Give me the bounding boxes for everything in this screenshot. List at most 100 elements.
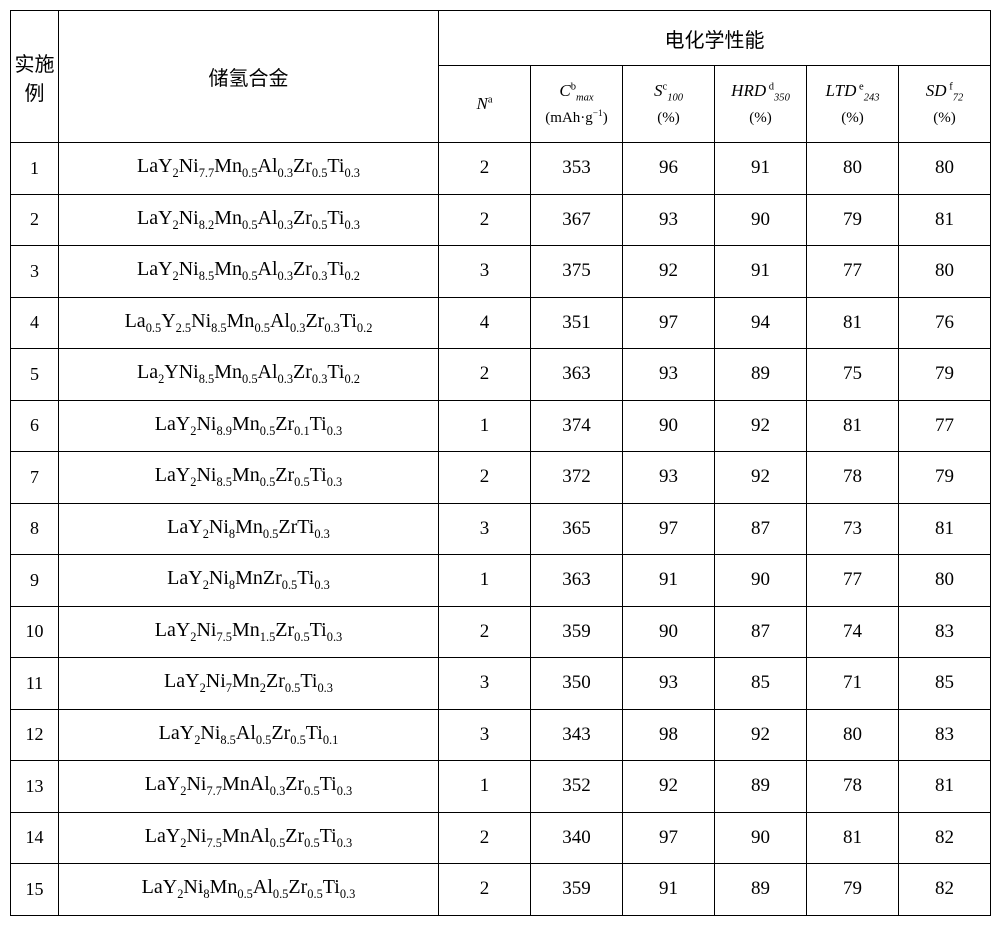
cell-alloy: LaY2Ni7Mn2Zr0.5Ti0.3: [59, 658, 439, 710]
cell-index: 1: [11, 143, 59, 195]
cell-alloy: LaY2Ni8.5Mn0.5Al0.3Zr0.3Ti0.2: [59, 246, 439, 298]
cell-cmax: 367: [531, 194, 623, 246]
table-row: 13LaY2Ni7.7MnAl0.3Zr0.5Ti0.3135292897881: [11, 761, 991, 813]
cell-cmax: 353: [531, 143, 623, 195]
table-row: 5La2YNi8.5Mn0.5Al0.3Zr0.3Ti0.22363938975…: [11, 349, 991, 401]
cell-alloy: LaY2Ni7.7Mn0.5Al0.3Zr0.5Ti0.3: [59, 143, 439, 195]
cell-ltd: 78: [807, 452, 899, 504]
cell-sd: 76: [899, 297, 991, 349]
cell-alloy: LaY2Ni8MnZr0.5Ti0.3: [59, 555, 439, 607]
cell-index: 5: [11, 349, 59, 401]
cell-hrd: 89: [715, 349, 807, 401]
cell-sd: 77: [899, 400, 991, 452]
cell-hrd: 87: [715, 606, 807, 658]
cell-n: 1: [439, 555, 531, 607]
cell-s100: 96: [623, 143, 715, 195]
cell-alloy: LaY2Ni8.9Mn0.5Zr0.1Ti0.3: [59, 400, 439, 452]
col-header-alloy: 储氢合金: [59, 11, 439, 143]
cell-ltd: 79: [807, 194, 899, 246]
cell-s100: 92: [623, 246, 715, 298]
cell-n: 2: [439, 143, 531, 195]
cell-sd: 82: [899, 812, 991, 864]
cell-cmax: 343: [531, 709, 623, 761]
cell-sd: 81: [899, 503, 991, 555]
table-row: 10LaY2Ni7.5Mn1.5Zr0.5Ti0.3235990877483: [11, 606, 991, 658]
cell-sd: 83: [899, 709, 991, 761]
cell-index: 3: [11, 246, 59, 298]
table-row: 15LaY2Ni8Mn0.5Al0.5Zr0.5Ti0.323599189798…: [11, 864, 991, 916]
cell-hrd: 87: [715, 503, 807, 555]
cell-n: 2: [439, 812, 531, 864]
alloy-properties-table: 实施例 储氢合金 电化学性能 Na Cbmax(mAh·g−1) Sc100(%…: [10, 10, 991, 916]
cell-sd: 79: [899, 349, 991, 401]
table-row: 7LaY2Ni8.5Mn0.5Zr0.5Ti0.3237293927879: [11, 452, 991, 504]
table-row: 8LaY2Ni8Mn0.5ZrTi0.3336597877381: [11, 503, 991, 555]
cell-alloy: LaY2Ni7.7MnAl0.3Zr0.5Ti0.3: [59, 761, 439, 813]
cell-n: 2: [439, 452, 531, 504]
cell-index: 6: [11, 400, 59, 452]
cell-n: 3: [439, 709, 531, 761]
cell-alloy: LaY2Ni8.2Mn0.5Al0.3Zr0.5Ti0.3: [59, 194, 439, 246]
cell-s100: 93: [623, 452, 715, 504]
cell-n: 4: [439, 297, 531, 349]
cell-hrd: 90: [715, 194, 807, 246]
cell-hrd: 85: [715, 658, 807, 710]
cell-sd: 79: [899, 452, 991, 504]
cell-s100: 93: [623, 349, 715, 401]
cell-n: 2: [439, 349, 531, 401]
cell-hrd: 92: [715, 452, 807, 504]
cell-ltd: 77: [807, 555, 899, 607]
table-row: 11LaY2Ni7Mn2Zr0.5Ti0.3335093857185: [11, 658, 991, 710]
cell-index: 10: [11, 606, 59, 658]
cell-s100: 93: [623, 658, 715, 710]
cell-hrd: 94: [715, 297, 807, 349]
cell-alloy: La0.5Y2.5Ni8.5Mn0.5Al0.3Zr0.3Ti0.2: [59, 297, 439, 349]
cell-alloy: LaY2Ni7.5Mn1.5Zr0.5Ti0.3: [59, 606, 439, 658]
cell-n: 2: [439, 864, 531, 916]
cell-index: 11: [11, 658, 59, 710]
cell-ltd: 74: [807, 606, 899, 658]
cell-sd: 81: [899, 761, 991, 813]
cell-index: 8: [11, 503, 59, 555]
cell-cmax: 375: [531, 246, 623, 298]
cell-s100: 97: [623, 297, 715, 349]
cell-ltd: 80: [807, 709, 899, 761]
cell-hrd: 91: [715, 143, 807, 195]
cell-sd: 80: [899, 555, 991, 607]
cell-n: 1: [439, 400, 531, 452]
cell-hrd: 92: [715, 709, 807, 761]
cell-s100: 98: [623, 709, 715, 761]
cell-alloy: LaY2Ni8.5Al0.5Zr0.5Ti0.1: [59, 709, 439, 761]
cell-ltd: 73: [807, 503, 899, 555]
table-body: 1LaY2Ni7.7Mn0.5Al0.3Zr0.5Ti0.32353969180…: [11, 143, 991, 916]
cell-index: 7: [11, 452, 59, 504]
cell-index: 12: [11, 709, 59, 761]
cell-n: 2: [439, 194, 531, 246]
table-row: 9LaY2Ni8MnZr0.5Ti0.3136391907780: [11, 555, 991, 607]
cell-s100: 90: [623, 606, 715, 658]
col-header-cmax: Cbmax(mAh·g−1): [531, 66, 623, 143]
cell-cmax: 363: [531, 349, 623, 401]
cell-n: 2: [439, 606, 531, 658]
col-header-index: 实施例: [11, 11, 59, 143]
cell-alloy: LaY2Ni8Mn0.5Al0.5Zr0.5Ti0.3: [59, 864, 439, 916]
cell-hrd: 90: [715, 812, 807, 864]
cell-ltd: 78: [807, 761, 899, 813]
cell-s100: 91: [623, 864, 715, 916]
table-row: 6LaY2Ni8.9Mn0.5Zr0.1Ti0.3137490928177: [11, 400, 991, 452]
col-header-props-group: 电化学性能: [439, 11, 991, 66]
cell-ltd: 77: [807, 246, 899, 298]
cell-n: 3: [439, 246, 531, 298]
cell-n: 1: [439, 761, 531, 813]
cell-hrd: 92: [715, 400, 807, 452]
cell-ltd: 71: [807, 658, 899, 710]
table-row: 14LaY2Ni7.5MnAl0.5Zr0.5Ti0.3234097908182: [11, 812, 991, 864]
cell-sd: 83: [899, 606, 991, 658]
cell-index: 2: [11, 194, 59, 246]
cell-alloy: LaY2Ni8.5Mn0.5Zr0.5Ti0.3: [59, 452, 439, 504]
col-header-n: Na: [439, 66, 531, 143]
cell-cmax: 351: [531, 297, 623, 349]
cell-s100: 90: [623, 400, 715, 452]
col-header-hrd: HRD d350(%): [715, 66, 807, 143]
cell-ltd: 81: [807, 812, 899, 864]
